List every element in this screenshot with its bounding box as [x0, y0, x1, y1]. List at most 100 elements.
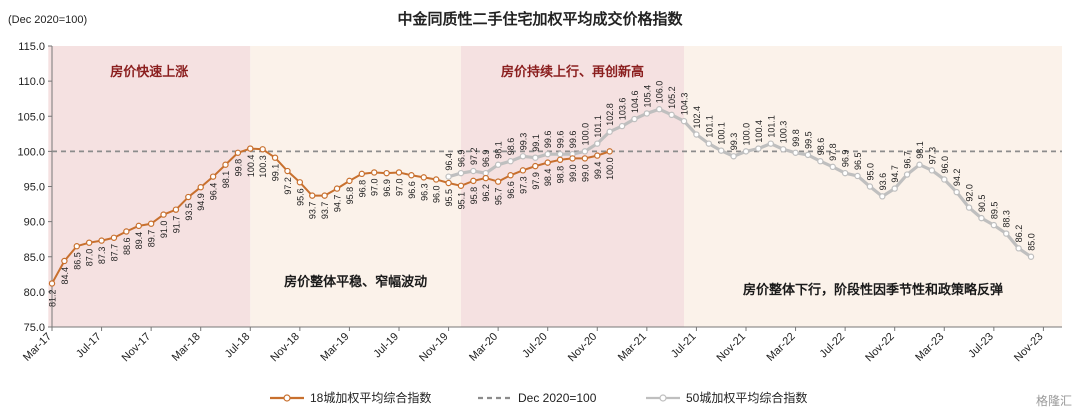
legend-marker-3	[659, 394, 667, 402]
series-point-1	[185, 193, 192, 201]
data-label-1: 97.0	[394, 178, 404, 196]
y-tick-label: 80.0	[24, 287, 45, 299]
y-tick-label: 115.0	[18, 41, 45, 53]
series-point-1	[309, 192, 316, 199]
series-point-2	[705, 140, 713, 147]
data-label-2: 105.2	[667, 86, 677, 109]
data-label-2: 95.0	[865, 163, 875, 181]
series-point-1	[48, 280, 56, 287]
series-point-2	[618, 122, 626, 130]
data-label-2: 88.3	[1002, 210, 1012, 228]
series-point-1	[408, 172, 415, 179]
data-label-1: 86.5	[72, 252, 82, 270]
series-point-2	[507, 158, 514, 165]
data-label-2: 104.6	[630, 91, 640, 114]
series-point-2	[445, 173, 452, 180]
phase-label-2: 房价整体平稳、窄幅波动	[284, 274, 427, 289]
series-point-2	[817, 158, 824, 165]
data-label-2: 90.5	[977, 195, 987, 213]
series-point-1	[494, 178, 502, 185]
series-point-2	[941, 176, 948, 183]
data-label-2: 104.3	[680, 93, 690, 116]
series-point-1	[259, 146, 266, 153]
series-point-2	[866, 183, 874, 190]
x-tick-label: Nov-23	[1012, 331, 1046, 365]
series-point-1	[432, 176, 440, 183]
x-tick-label: Mar-21	[616, 331, 649, 364]
series-point-1	[147, 220, 155, 227]
phase-label-4: 房价整体下行，阶段性因季节性和政策略反弹	[743, 282, 1003, 297]
data-label-1: 99.1	[271, 164, 281, 182]
series-point-2	[965, 204, 973, 211]
data-label-1: 97.9	[531, 172, 541, 190]
data-label-1: 95.5	[444, 189, 454, 207]
series-point-1	[61, 257, 68, 265]
series-point-1	[135, 222, 142, 230]
series-point-2	[841, 169, 849, 177]
series-line-1	[51, 147, 610, 284]
data-label-1: 91.7	[171, 216, 181, 234]
series-point-1	[73, 243, 80, 250]
data-label-1: 95.1	[456, 192, 466, 210]
data-label-2: 96.7	[903, 151, 913, 169]
data-label-1: 96.0	[432, 185, 442, 203]
series-point-2	[656, 106, 663, 113]
series-point-1	[321, 192, 328, 199]
data-label-1: 87.3	[97, 247, 107, 265]
data-label-1: 96.4	[209, 183, 219, 201]
data-label-1: 87.7	[109, 244, 119, 262]
data-label-1: 100.4	[246, 155, 256, 178]
watermark: 格隆汇	[1035, 394, 1072, 408]
x-tick-label: Mar-23	[913, 331, 946, 364]
data-label-1: 89.7	[147, 230, 157, 248]
data-label-1: 96.3	[419, 183, 429, 201]
series-point-1	[85, 239, 93, 246]
data-label-2: 102.4	[692, 106, 702, 129]
x-tick-label: Jul-19	[371, 331, 401, 361]
series-point-1	[160, 211, 167, 218]
series-point-2	[544, 150, 551, 158]
x-tick-label: Mar-22	[765, 331, 798, 364]
series-point-2	[470, 167, 477, 175]
data-label-1: 95.8	[345, 187, 355, 205]
series-point-2	[680, 117, 688, 125]
series-point-1	[371, 169, 378, 176]
series-point-1	[507, 172, 514, 179]
data-label-2: 101.1	[704, 115, 714, 138]
chart-title: 中金同质性二手住宅加权平均成交价格指数	[397, 11, 683, 28]
data-label-2: 94.2	[952, 169, 962, 187]
series-point-1	[333, 185, 341, 192]
series-point-2	[1015, 245, 1022, 252]
series-point-1	[197, 184, 204, 191]
phase-label-3: 房价持续上行、再创新高	[501, 64, 644, 79]
data-label-2: 99.6	[543, 131, 553, 149]
series-point-1	[247, 145, 254, 152]
phase-band-3	[460, 46, 685, 327]
data-label-2: 100.0	[580, 123, 590, 146]
series-point-1	[98, 237, 105, 244]
phase-label-1: 房价快速上涨	[110, 64, 188, 79]
x-tick-label: Jul-17	[74, 331, 104, 361]
data-label-2: 97.8	[828, 143, 838, 161]
data-label-1: 99.8	[233, 159, 243, 177]
data-label-1: 93.7	[308, 202, 318, 220]
series-point-1	[556, 156, 564, 164]
series-point-1	[594, 152, 601, 159]
data-label-2: 100.4	[754, 120, 764, 143]
y-tick-label: 95.0	[24, 182, 45, 194]
series-point-2	[854, 172, 861, 180]
data-label-1: 95.6	[295, 188, 305, 206]
series-point-1	[271, 154, 279, 161]
series-point-2	[804, 151, 812, 159]
series-point-2	[730, 153, 737, 160]
series-point-2	[631, 115, 638, 123]
series-point-1	[581, 155, 589, 162]
data-label-2: 99.6	[556, 131, 566, 149]
series-point-1	[482, 174, 489, 182]
series-point-2	[494, 161, 502, 168]
data-label-2: 101.1	[593, 115, 603, 138]
series-point-1	[606, 148, 613, 155]
series-point-1	[346, 177, 353, 185]
series-point-1	[172, 206, 180, 213]
